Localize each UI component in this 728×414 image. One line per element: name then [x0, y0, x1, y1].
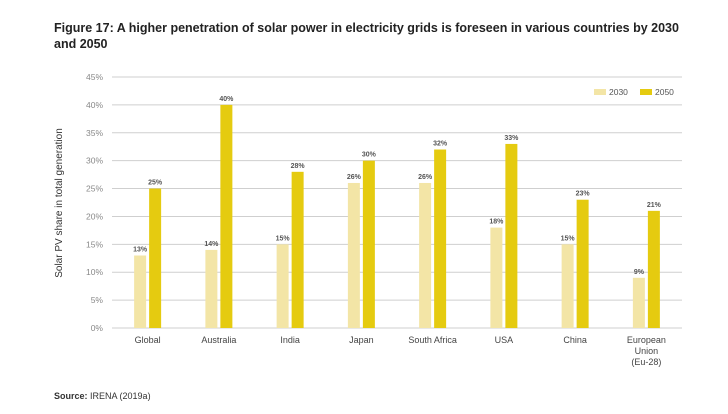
legend-swatch-2030 — [594, 89, 606, 95]
bar-2030 — [419, 182, 432, 328]
x-tick-label: Union — [635, 346, 659, 356]
x-tick-label: Global — [135, 335, 161, 345]
x-tick-label: Australia — [201, 335, 236, 345]
x-tick-label: (Eu-28) — [631, 357, 661, 367]
data-label: 33% — [504, 135, 519, 142]
bar-2050 — [220, 104, 233, 328]
data-label: 9% — [634, 269, 645, 276]
y-tick-label: 25% — [86, 184, 103, 194]
bar-2050 — [647, 210, 660, 328]
bar-2050 — [291, 171, 304, 328]
y-tick-label: 0% — [91, 323, 104, 333]
bar-2050 — [434, 149, 447, 328]
x-tick-label: European — [627, 335, 666, 345]
data-label: 23% — [576, 191, 591, 198]
x-tick-label: China — [563, 335, 587, 345]
bar-2030 — [632, 277, 645, 328]
data-label: 21% — [647, 202, 662, 209]
bar-2030 — [276, 244, 289, 328]
x-tick-label: Japan — [349, 335, 374, 345]
y-axis-label: Solar PV share in total generation — [54, 128, 65, 278]
legend-label: 2030 — [609, 87, 628, 97]
source-text: IRENA (2019a) — [90, 391, 151, 401]
bar-2030 — [561, 244, 574, 328]
y-tick-label: 30% — [86, 156, 103, 166]
data-label: 26% — [418, 174, 433, 181]
data-label: 40% — [219, 96, 234, 103]
data-label: 14% — [204, 241, 219, 248]
data-label: 25% — [148, 180, 163, 187]
bar-2050 — [576, 199, 589, 328]
data-label: 18% — [489, 219, 504, 226]
y-tick-label: 20% — [86, 211, 103, 221]
legend-label: 2050 — [655, 87, 674, 97]
data-label: 28% — [291, 163, 306, 170]
bar-2030 — [490, 227, 503, 328]
y-tick-label: 45% — [86, 72, 103, 82]
bar-2030 — [205, 249, 218, 328]
data-label: 13% — [133, 246, 148, 253]
y-tick-label: 35% — [86, 128, 103, 138]
x-tick-label: India — [280, 335, 300, 345]
y-tick-label: 10% — [86, 267, 103, 277]
y-tick-label: 40% — [86, 100, 103, 110]
figure-title: Figure 17: A higher penetration of solar… — [54, 21, 679, 51]
bar-2050 — [149, 188, 162, 328]
y-tick-label: 5% — [91, 295, 104, 305]
x-tick-label: South Africa — [408, 335, 457, 345]
data-label: 32% — [433, 141, 448, 148]
bar-2030 — [347, 182, 360, 328]
x-tick-label: USA — [495, 335, 514, 345]
data-label: 15% — [276, 235, 291, 242]
legend-swatch-2050 — [640, 89, 652, 95]
y-tick-label: 15% — [86, 239, 103, 249]
data-label: 30% — [362, 152, 377, 159]
data-label: 26% — [347, 174, 362, 181]
bar-2030 — [134, 255, 147, 328]
source-note: Source: IRENA (2019a) — [54, 391, 151, 401]
data-label: 15% — [561, 235, 576, 242]
bar-2050 — [505, 143, 518, 328]
bar-2050 — [362, 160, 375, 328]
source-label: Source: — [54, 391, 88, 401]
